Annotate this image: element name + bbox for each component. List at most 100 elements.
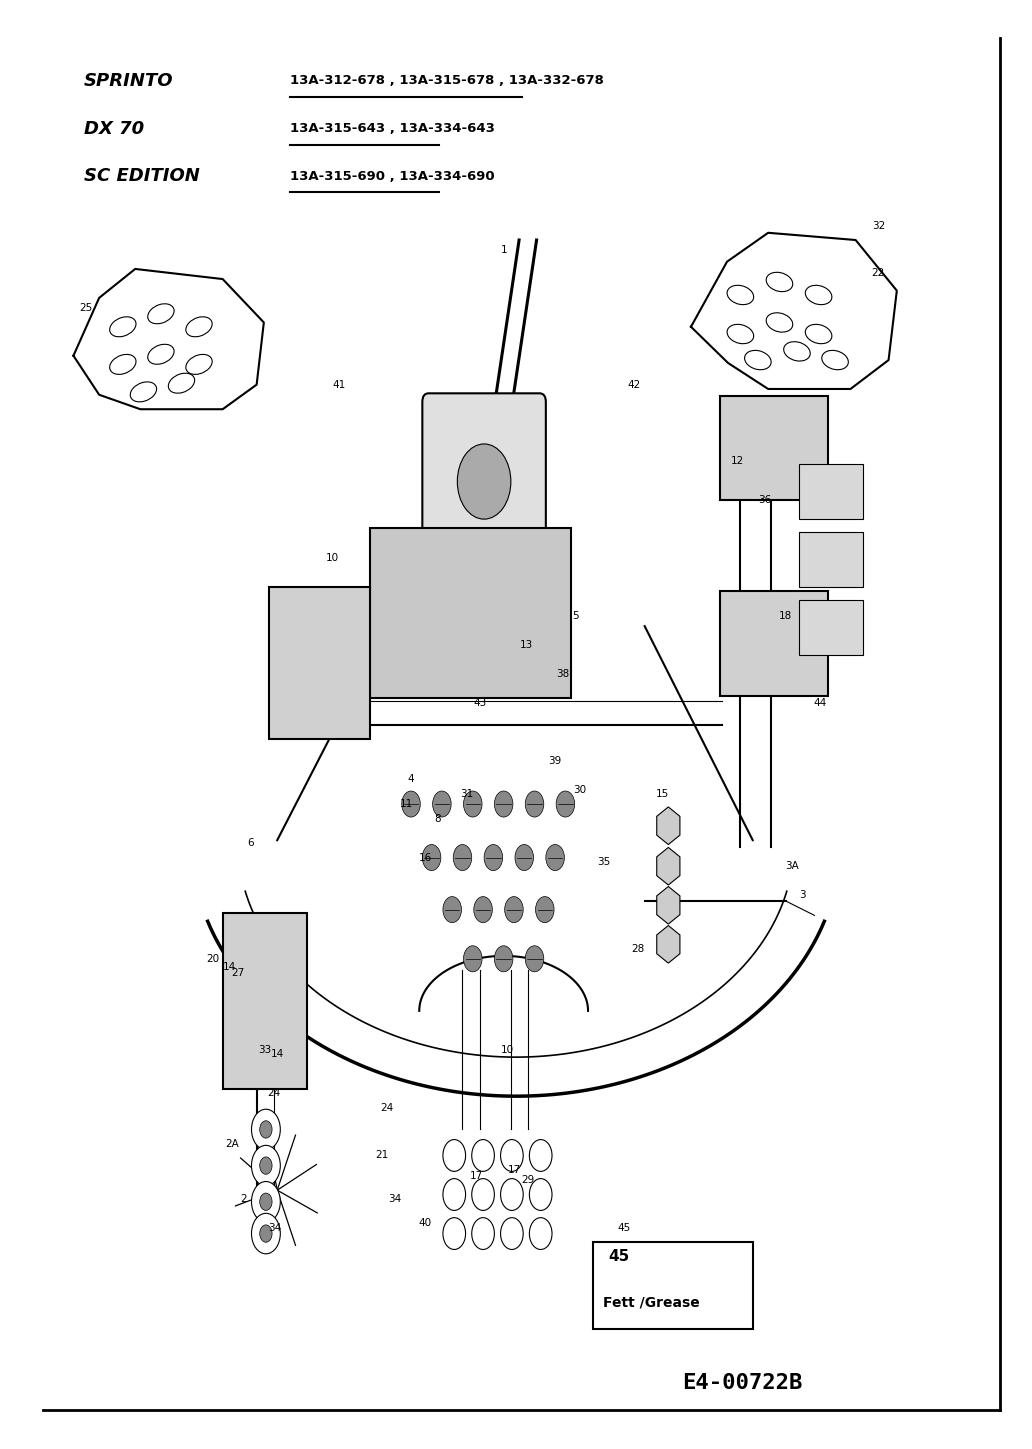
Text: 5: 5 (573, 611, 579, 622)
Text: 6: 6 (247, 838, 254, 848)
FancyBboxPatch shape (719, 396, 828, 500)
Circle shape (525, 946, 544, 972)
FancyBboxPatch shape (223, 913, 308, 1090)
FancyBboxPatch shape (422, 393, 546, 562)
Circle shape (546, 845, 565, 871)
Text: 44: 44 (813, 698, 827, 707)
Text: 45: 45 (609, 1249, 630, 1264)
Text: 22: 22 (872, 268, 884, 278)
Circle shape (472, 1217, 494, 1249)
Text: DX 70: DX 70 (84, 120, 143, 138)
Circle shape (401, 791, 420, 817)
Circle shape (443, 1217, 465, 1249)
Circle shape (260, 1156, 272, 1174)
FancyBboxPatch shape (799, 532, 863, 587)
Circle shape (260, 1120, 272, 1137)
Text: 39: 39 (548, 756, 561, 765)
Text: 2A: 2A (225, 1139, 238, 1149)
Circle shape (443, 1139, 465, 1171)
Text: 1: 1 (501, 245, 507, 255)
Circle shape (443, 1178, 465, 1210)
Text: 21: 21 (376, 1151, 389, 1161)
Text: 34: 34 (388, 1194, 401, 1204)
Circle shape (463, 946, 482, 972)
Circle shape (252, 1108, 281, 1149)
Text: 15: 15 (655, 788, 669, 798)
Text: 13: 13 (520, 640, 533, 651)
Text: 3A: 3A (785, 861, 799, 871)
Circle shape (515, 845, 534, 871)
Text: 17: 17 (508, 1165, 520, 1175)
Circle shape (260, 1224, 272, 1242)
Text: 11: 11 (400, 798, 414, 809)
Text: E4-00722B: E4-00722B (682, 1372, 803, 1392)
Circle shape (529, 1178, 552, 1210)
Text: 30: 30 (573, 784, 586, 794)
Text: 8: 8 (434, 813, 441, 823)
Text: 45: 45 (617, 1223, 631, 1233)
Text: 28: 28 (631, 943, 644, 953)
Circle shape (252, 1181, 281, 1222)
Text: 27: 27 (231, 968, 245, 978)
Text: 31: 31 (460, 788, 474, 798)
Circle shape (472, 1139, 494, 1171)
Text: 32: 32 (872, 220, 884, 230)
Circle shape (484, 845, 503, 871)
Circle shape (501, 1217, 523, 1249)
Text: 24: 24 (267, 1088, 281, 1098)
Circle shape (472, 1178, 494, 1210)
Text: 20: 20 (205, 953, 219, 964)
FancyBboxPatch shape (593, 1242, 752, 1329)
Circle shape (474, 897, 492, 923)
Text: 36: 36 (759, 496, 772, 506)
Text: 24: 24 (381, 1103, 394, 1113)
Circle shape (525, 791, 544, 817)
FancyBboxPatch shape (799, 600, 863, 655)
Text: 25: 25 (79, 303, 93, 313)
Text: 10: 10 (326, 554, 340, 564)
FancyBboxPatch shape (269, 587, 369, 739)
Circle shape (443, 897, 461, 923)
Text: Fett /Grease: Fett /Grease (604, 1295, 701, 1310)
Text: 18: 18 (779, 611, 793, 622)
Circle shape (505, 897, 523, 923)
Circle shape (494, 791, 513, 817)
Text: 10: 10 (502, 1045, 514, 1055)
Text: 13A-315-643 , 13A-334-643: 13A-315-643 , 13A-334-643 (290, 122, 494, 135)
Text: 4: 4 (408, 774, 414, 784)
Text: 42: 42 (627, 380, 641, 390)
Circle shape (536, 897, 554, 923)
Text: 40: 40 (419, 1219, 432, 1229)
Text: 41: 41 (332, 380, 346, 390)
Circle shape (453, 845, 472, 871)
Text: 35: 35 (596, 856, 610, 867)
Circle shape (422, 845, 441, 871)
Circle shape (252, 1145, 281, 1185)
Text: 43: 43 (474, 698, 487, 707)
Text: 17: 17 (471, 1171, 484, 1181)
Text: 16: 16 (419, 852, 432, 862)
Text: SC EDITION: SC EDITION (84, 168, 199, 185)
Circle shape (252, 1213, 281, 1253)
FancyBboxPatch shape (369, 527, 571, 698)
Circle shape (457, 443, 511, 519)
Circle shape (556, 791, 575, 817)
Text: 14: 14 (270, 1049, 284, 1059)
Text: 29: 29 (522, 1175, 535, 1185)
Text: 2: 2 (240, 1194, 247, 1204)
Text: 14: 14 (223, 962, 236, 972)
Text: SPRINTO: SPRINTO (84, 72, 173, 90)
Circle shape (529, 1139, 552, 1171)
FancyBboxPatch shape (719, 591, 828, 696)
Circle shape (529, 1217, 552, 1249)
Text: 12: 12 (731, 456, 744, 467)
Text: 33: 33 (258, 1045, 271, 1055)
Circle shape (463, 791, 482, 817)
Text: 3: 3 (799, 890, 805, 900)
Text: 38: 38 (555, 669, 569, 680)
Circle shape (501, 1178, 523, 1210)
Circle shape (501, 1139, 523, 1171)
Circle shape (432, 791, 451, 817)
FancyBboxPatch shape (799, 464, 863, 519)
Text: 13A-315-690 , 13A-334-690: 13A-315-690 , 13A-334-690 (290, 170, 494, 183)
